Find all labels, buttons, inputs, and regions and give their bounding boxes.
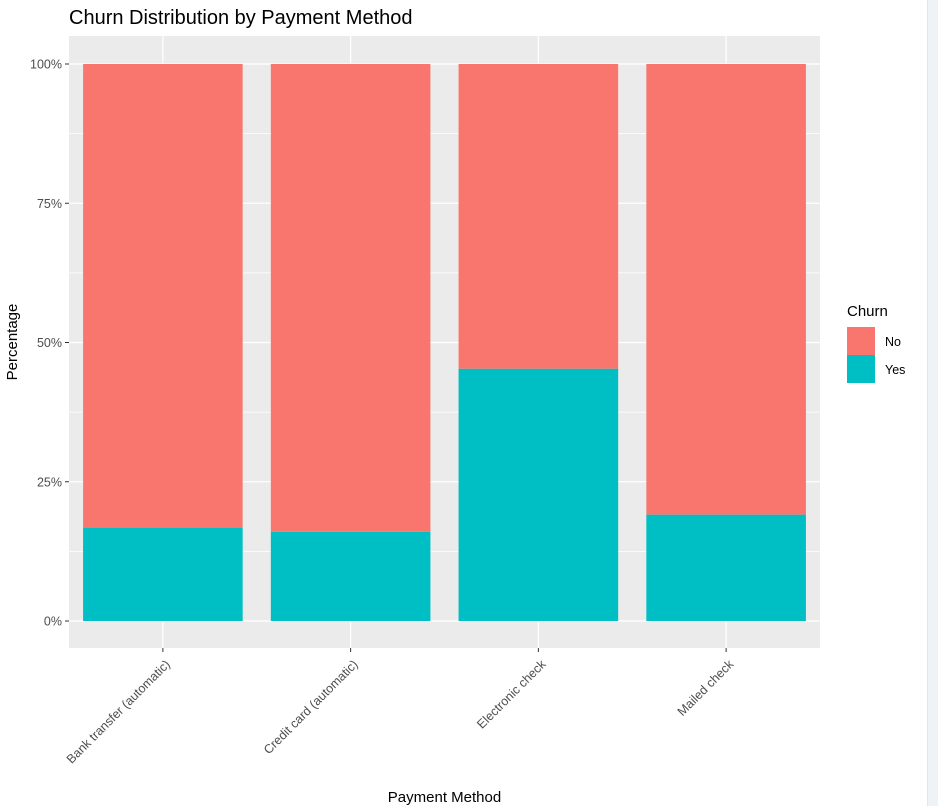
window-edge-strip (927, 0, 938, 806)
legend-title: Churn (847, 303, 888, 320)
bar-yes-0 (83, 527, 243, 621)
y-tick-label: 100% (30, 58, 62, 72)
bar-no-3 (646, 64, 806, 515)
legend: Churn No Yes (847, 303, 905, 383)
x-axis-ticks: Bank transfer (automatic) Credit card (au… (64, 648, 737, 766)
bar-yes-1 (270, 531, 431, 621)
x-axis-title: Payment Method (388, 789, 501, 806)
bar-yes-2 (458, 368, 619, 621)
bar-no-2 (458, 64, 619, 369)
bar-no-0 (83, 64, 243, 528)
legend-label-no: No (885, 335, 901, 349)
legend-key-no (847, 327, 875, 355)
y-axis-title: Percentage (4, 304, 21, 381)
bar-yes-3 (646, 514, 806, 621)
y-axis-ticks: 0% 25% 50% 75% 100% (30, 58, 69, 629)
x-tick-label: Electronic check (474, 657, 549, 732)
y-tick-label: 25% (37, 475, 62, 489)
y-tick-label: 50% (37, 336, 62, 350)
bar-no-1 (270, 64, 431, 532)
y-tick-label: 75% (37, 197, 62, 211)
legend-label-yes: Yes (885, 363, 905, 377)
chart-title: Churn Distribution by Payment Method (69, 7, 413, 29)
y-tick-label: 0% (44, 615, 62, 629)
x-tick-label: Mailed check (675, 657, 737, 719)
legend-key-yes (847, 355, 875, 383)
x-tick-label: Credit card (automatic) (261, 657, 361, 757)
x-tick-label: Bank transfer (automatic) (64, 657, 173, 766)
bars (83, 64, 806, 621)
